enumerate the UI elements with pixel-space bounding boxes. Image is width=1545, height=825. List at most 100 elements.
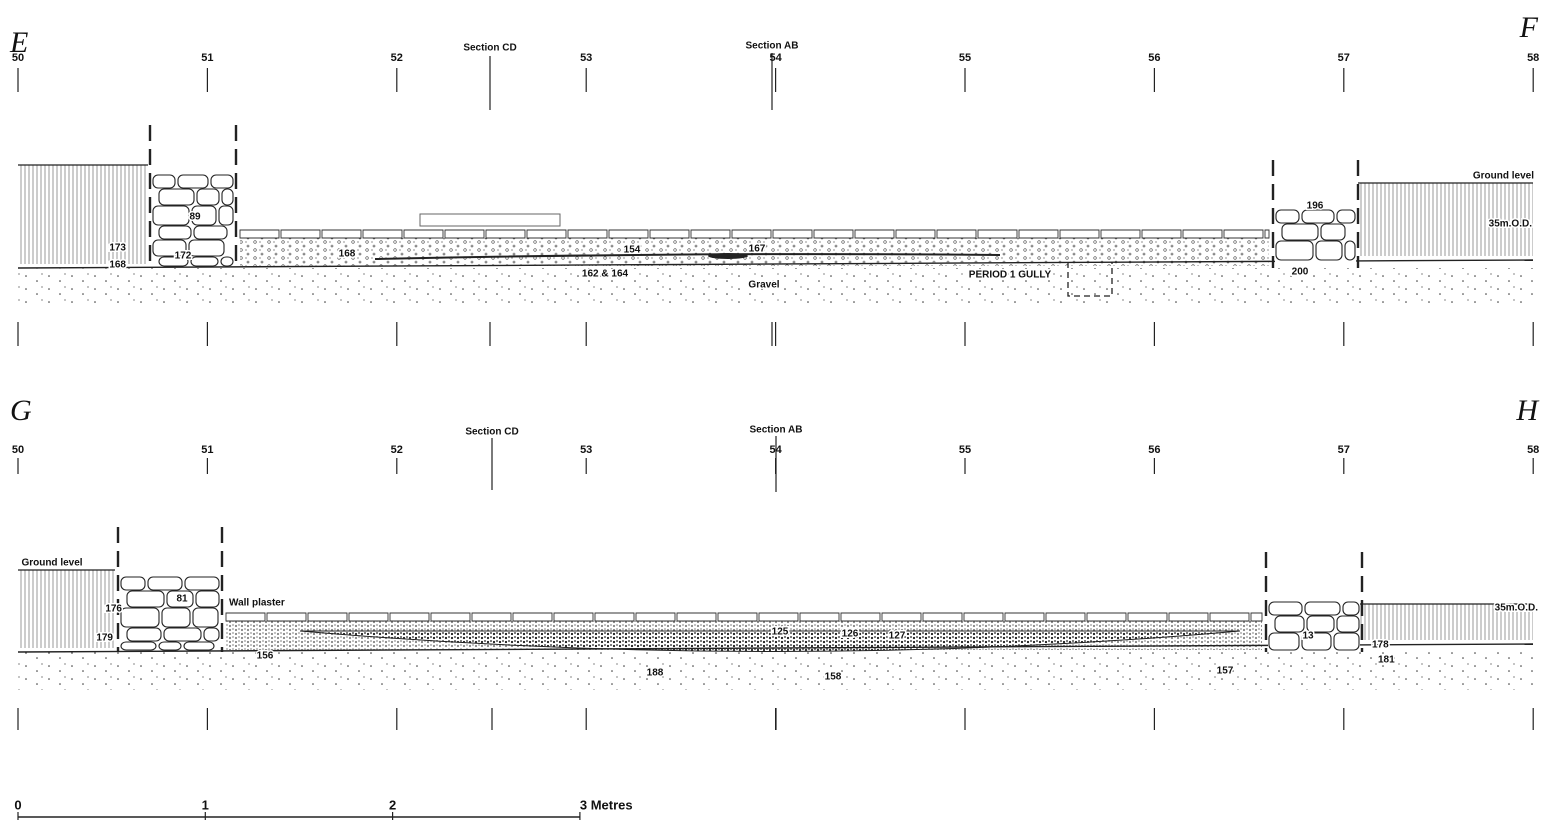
context-label: 154 xyxy=(624,245,641,256)
context-label: 200 xyxy=(1292,267,1309,278)
layer-167 xyxy=(708,253,748,259)
context-label: 176 xyxy=(105,604,122,615)
stone xyxy=(1302,210,1334,223)
scale-label: 2 xyxy=(389,797,396,812)
stone xyxy=(153,175,175,188)
stone xyxy=(196,591,219,607)
stone xyxy=(121,642,156,650)
context-label: 81 xyxy=(176,594,188,605)
context-label: 156 xyxy=(257,651,274,662)
context-label: Gravel xyxy=(748,280,779,291)
section-marker: Section CD xyxy=(463,43,516,54)
natural xyxy=(18,652,1533,690)
context-label: 35m.O.D. xyxy=(1495,603,1539,614)
stone xyxy=(1305,602,1340,615)
context-label: 178 xyxy=(1372,640,1389,651)
stone xyxy=(159,642,181,650)
context-label: 181 xyxy=(1378,655,1395,666)
stone xyxy=(164,628,201,641)
stone xyxy=(193,608,218,627)
section-start: G xyxy=(10,394,32,427)
stone xyxy=(189,240,224,256)
stone xyxy=(162,608,190,627)
stone xyxy=(148,577,182,590)
feature xyxy=(420,214,560,226)
context-label: 196 xyxy=(1307,201,1324,212)
context-label: 127 xyxy=(889,631,906,642)
context-label: 126 xyxy=(842,629,859,640)
stone xyxy=(1276,241,1313,260)
stone xyxy=(1345,241,1355,260)
grid-label: 55 xyxy=(959,52,971,64)
context-label: PERIOD 1 GULLY xyxy=(969,270,1052,281)
context-label: 158 xyxy=(825,672,842,683)
grid-label: 53 xyxy=(580,444,592,456)
context-label: Ground level xyxy=(1473,171,1534,182)
stone xyxy=(159,226,191,239)
grid-label: 57 xyxy=(1338,444,1350,456)
context-label: 172 xyxy=(175,251,192,262)
context-label: 167 xyxy=(749,244,766,255)
section-end: H xyxy=(1515,394,1540,427)
stone xyxy=(127,591,164,607)
hatch xyxy=(18,165,148,264)
context-label: 179 xyxy=(96,633,113,644)
stone xyxy=(178,175,208,188)
context-label: 162 & 164 xyxy=(582,269,629,280)
stone xyxy=(1343,602,1359,615)
stone xyxy=(221,257,233,266)
grid-label: 55 xyxy=(959,444,971,456)
context-label: Wall plaster xyxy=(229,598,285,609)
stone xyxy=(1269,602,1302,615)
stone xyxy=(127,628,161,641)
stone xyxy=(219,206,233,225)
context-label: 173 xyxy=(109,243,126,254)
stone xyxy=(185,577,219,590)
grid-label: 52 xyxy=(391,52,403,64)
stone xyxy=(121,577,145,590)
context-label: Ground level xyxy=(21,558,82,569)
floor-tiles xyxy=(226,613,1262,621)
grid-label: 58 xyxy=(1527,444,1539,456)
context-label: 89 xyxy=(189,212,201,223)
grid-label: 50 xyxy=(12,444,24,456)
section-end: F xyxy=(1519,11,1539,44)
section-marker: Section AB xyxy=(750,425,803,436)
stone xyxy=(1276,210,1299,223)
grid-label: 56 xyxy=(1148,444,1160,456)
stone xyxy=(191,257,218,266)
grid-label: 56 xyxy=(1148,52,1160,64)
grid-label: 51 xyxy=(201,52,213,64)
scale-label: 1 xyxy=(202,797,209,812)
context-label: 13 xyxy=(1302,631,1314,642)
stone xyxy=(1321,224,1345,240)
stone xyxy=(1282,224,1318,240)
section-marker: Section CD xyxy=(465,427,518,438)
stone xyxy=(204,628,219,641)
context-label: 157 xyxy=(1217,666,1234,677)
stone xyxy=(1337,210,1355,223)
stone xyxy=(211,175,233,188)
grid-label: 58 xyxy=(1527,52,1539,64)
grid-label: 52 xyxy=(391,444,403,456)
grid-label: 57 xyxy=(1338,52,1350,64)
stone xyxy=(153,206,189,225)
section-drawing: EF505152535455565758Section CDSection AB… xyxy=(0,0,1545,820)
floor-tiles xyxy=(240,230,1269,238)
stone xyxy=(121,608,159,627)
scale-label: 3 Metres xyxy=(580,797,633,812)
context-label: 125 xyxy=(772,627,789,638)
stone xyxy=(197,189,219,205)
context-label: 168 xyxy=(339,249,356,260)
context-label: 188 xyxy=(647,668,664,679)
stone xyxy=(1337,616,1359,632)
grid-label: 50 xyxy=(12,52,24,64)
context-label: 168 xyxy=(109,260,126,271)
stone xyxy=(1316,241,1342,260)
stone xyxy=(184,642,214,650)
stone xyxy=(1334,633,1359,650)
grid-label: 53 xyxy=(580,52,592,64)
stone xyxy=(222,189,233,205)
stone xyxy=(1269,633,1299,650)
stone xyxy=(1275,616,1304,632)
